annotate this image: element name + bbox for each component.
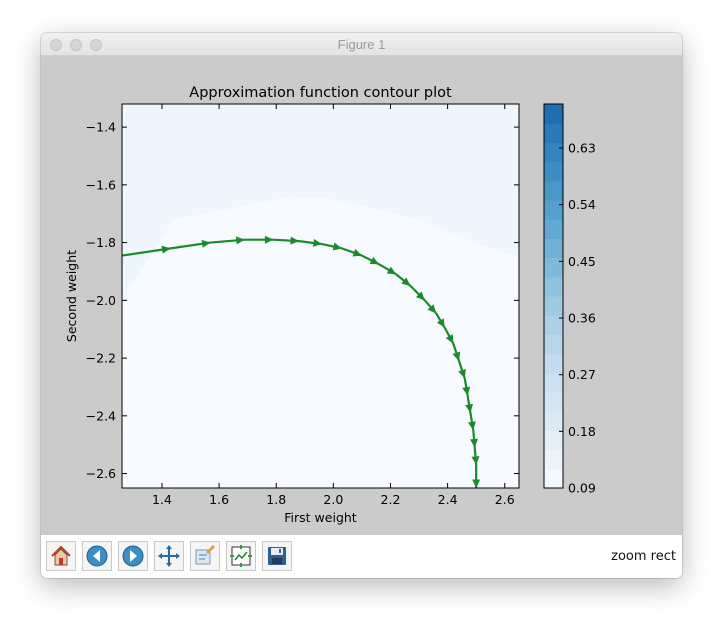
x-tick-label: 1.6 [209,492,229,507]
figure-window: Figure 1 1.4 1.6 1.8 2.0 2.2 2.4 2.6 −1.4 −1.6 −… [41,33,682,578]
colorbar-band [544,296,563,316]
colorbar-tick-label: 0.45 [568,254,596,269]
path-arrowhead [386,266,397,275]
colorbar-tick-label: 0.36 [568,311,596,326]
y-tick-label: −2.2 [86,351,116,366]
y-tick-label: −2.6 [86,466,116,481]
status-message: zoom rect [611,549,676,564]
forward-button[interactable] [118,541,148,571]
y-tick-label: −1.6 [86,177,116,192]
y-tick-label: −2.0 [86,293,116,308]
path-arrowhead [264,235,274,244]
colorbar: 0.09 0.18 0.27 0.36 0.45 0.54 0.63 [543,103,596,496]
minimize-window-button[interactable] [70,39,82,51]
path-arrowhead [236,236,245,245]
colorbar-band [544,392,563,412]
path-arrowhead [290,236,300,245]
colorbar-band [544,142,563,163]
subplots-icon [230,545,252,567]
colorbar-tick-label: 0.18 [568,424,596,439]
y-axis-label: Second weight [64,250,79,342]
colorbar-frame [543,103,564,489]
x-tick-label: 2.6 [495,492,515,507]
contour-region-0 [122,196,519,488]
colorbar-tick-label: 0.54 [568,197,596,212]
path-arrowhead [201,239,211,248]
path-arrowhead [465,403,474,413]
colorbar-band [544,219,563,239]
home-icon [51,545,71,566]
colorbar-band [544,315,563,335]
path-arrowhead [445,334,454,344]
x-tick-label: 1.4 [152,492,172,507]
save-icon [268,547,286,565]
zoom-icon [195,544,216,565]
x-axis-label: First weight [284,510,357,525]
contour-region-1 [122,104,519,301]
chart-title: Approximation function contour plot [189,85,452,101]
zoom-window-button[interactable] [90,39,102,51]
colorbar-band [544,238,563,259]
subplots-button[interactable] [226,541,256,571]
home-button[interactable] [46,541,76,571]
window-title: Figure 1 [337,37,386,52]
title-bar[interactable]: Figure 1 [41,33,682,56]
forward-icon [122,545,144,567]
colorbar-band [544,334,563,355]
zoom-button[interactable] [190,541,220,571]
path-arrowhead [436,318,445,328]
x-tick-label: 2.2 [381,492,401,507]
x-tick-label: 1.8 [266,492,286,507]
x-tick-label: 2.0 [323,492,343,507]
back-icon [86,545,108,567]
save-button[interactable] [262,541,292,571]
colorbar-band [544,468,563,489]
colorbar-band [544,200,563,220]
colorbar-band [544,430,563,451]
colorbar-band [544,104,563,124]
path-arrowhead [401,277,411,286]
path-arrowhead [472,479,481,488]
colorbar-tick-label: 0.63 [568,141,596,156]
x-tick-label: 2.4 [438,492,458,507]
colorbar-tick-label: 0.09 [568,481,596,496]
y-tick-label: −1.4 [86,120,116,135]
navigation-toolbar: zoom rect [41,535,682,578]
y-tick-label: −2.4 [86,408,116,423]
y-tick-label: −1.8 [86,235,116,250]
path-arrowhead [470,438,479,448]
colorbar-band [544,449,563,470]
colorbar-band [544,372,563,393]
pan-button[interactable] [154,541,184,571]
path-arrowhead [467,421,476,431]
path-arrowhead [452,351,461,361]
colorbar-band [544,180,563,201]
pan-icon [158,545,180,567]
figure-canvas[interactable]: 1.4 1.6 1.8 2.0 2.2 2.4 2.6 −1.4 −1.6 −1.8 −2.0 −2… [41,56,682,535]
path-arrowhead [471,456,480,465]
path-arrowhead [352,248,362,257]
colorbar-band [544,353,563,374]
path-arrowhead [458,368,466,379]
path-arrowhead [462,386,471,396]
plot-frame [121,103,520,489]
colorbar-band [544,161,563,182]
close-window-button[interactable] [50,39,62,51]
back-button[interactable] [82,541,112,571]
colorbar-band [544,123,563,143]
colorbar-band [544,257,563,278]
path-arrowhead [369,256,380,265]
path-arrowhead [427,304,437,314]
path-arrowhead [312,238,322,247]
colorbar-band [544,411,563,431]
path-arrowhead [415,291,425,301]
path-arrowhead [161,245,171,254]
colorbar-tick-label: 0.27 [568,367,596,382]
figure-svg[interactable]: 1.4 1.6 1.8 2.0 2.2 2.4 2.6 −1.4 −1.6 −1.8 −2.0 −2… [41,56,682,535]
path-arrowhead [332,242,342,251]
colorbar-band [544,276,563,297]
